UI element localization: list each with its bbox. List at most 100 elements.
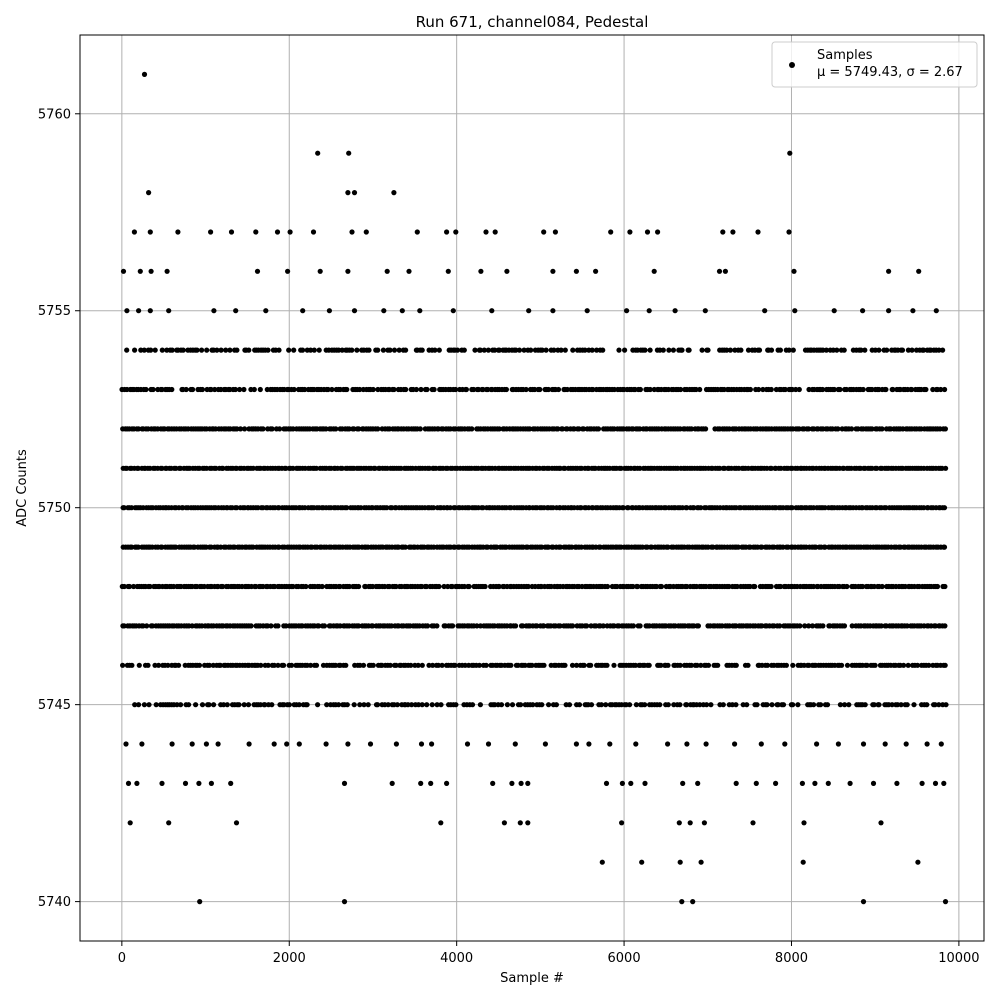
data-point — [835, 741, 842, 747]
data-point — [391, 347, 398, 353]
data-point — [136, 702, 142, 708]
data-point — [148, 347, 154, 353]
data-point — [518, 780, 524, 787]
legend-series-name: Samples — [817, 48, 873, 63]
data-point — [791, 268, 797, 274]
data-point — [349, 229, 355, 235]
data-point — [747, 386, 754, 393]
data-point — [608, 229, 614, 235]
data-point — [220, 583, 226, 590]
data-point — [539, 347, 545, 353]
data-point — [372, 465, 378, 471]
data-point — [370, 662, 376, 668]
data-point — [429, 702, 435, 708]
data-point — [417, 426, 423, 432]
y-axis: 5740 5745 5750 5755 5760 — [38, 107, 80, 910]
data-point — [496, 426, 502, 432]
data-point — [424, 702, 430, 708]
data-point — [704, 702, 710, 708]
data-point — [183, 386, 189, 393]
data-point — [452, 662, 458, 668]
data-point — [909, 347, 915, 353]
data-point — [584, 623, 590, 629]
data-point — [391, 386, 397, 393]
data-point — [419, 702, 425, 708]
data-point — [223, 347, 229, 353]
data-point — [275, 662, 281, 668]
data-point — [131, 229, 137, 235]
data-point — [665, 544, 671, 550]
data-point — [517, 820, 523, 826]
data-point — [841, 623, 848, 629]
data-point — [603, 702, 609, 708]
data-point — [570, 623, 576, 629]
data-point — [287, 229, 293, 235]
data-point — [496, 583, 502, 590]
data-point — [317, 268, 323, 274]
data-point — [632, 662, 639, 668]
data-point — [882, 741, 888, 747]
data-point — [630, 623, 637, 629]
data-point — [611, 662, 617, 668]
data-point — [251, 386, 257, 393]
data-point — [175, 229, 181, 235]
data-point — [586, 741, 592, 747]
data-point — [924, 702, 930, 708]
data-point — [450, 308, 456, 314]
data-point — [869, 426, 875, 432]
data-point — [756, 347, 763, 353]
data-point — [732, 741, 738, 747]
data-point — [152, 662, 158, 668]
data-point — [124, 347, 130, 353]
data-point — [300, 308, 306, 314]
data-point — [705, 347, 711, 353]
data-point — [269, 426, 275, 432]
data-point — [329, 386, 335, 393]
data-point — [212, 386, 218, 393]
data-point — [208, 386, 214, 393]
data-point — [164, 268, 170, 274]
data-point — [414, 229, 420, 235]
data-point — [722, 268, 729, 274]
data-point — [820, 386, 826, 393]
data-point — [679, 347, 685, 353]
data-point — [178, 702, 184, 708]
data-point — [137, 268, 143, 274]
data-point — [237, 426, 244, 432]
x-tick-label: 0 — [118, 951, 126, 966]
data-point — [806, 426, 812, 432]
data-point — [417, 308, 423, 314]
data-point — [221, 702, 227, 708]
data-point — [513, 623, 519, 629]
data-point — [227, 347, 233, 353]
data-point — [394, 702, 400, 708]
data-point — [844, 583, 850, 590]
data-point — [143, 386, 149, 393]
data-point — [346, 150, 352, 156]
data-point — [308, 347, 314, 353]
data-point — [166, 820, 172, 826]
data-point — [260, 426, 266, 432]
data-point — [159, 347, 165, 353]
data-point — [147, 583, 153, 590]
data-point — [341, 780, 348, 787]
data-point — [782, 386, 788, 393]
data-point — [415, 702, 422, 708]
data-point — [430, 662, 436, 668]
data-point — [717, 465, 723, 471]
data-point — [625, 505, 631, 511]
data-point — [839, 662, 845, 668]
data-point — [676, 820, 682, 826]
data-point — [286, 702, 292, 708]
data-point — [801, 820, 807, 826]
data-point — [818, 702, 824, 708]
data-point — [919, 780, 925, 787]
data-point — [384, 268, 390, 274]
data-point — [147, 308, 153, 314]
data-point — [795, 702, 801, 708]
data-point — [211, 308, 217, 314]
data-point — [570, 347, 576, 353]
data-point — [361, 702, 367, 708]
data-point — [942, 583, 948, 590]
data-point — [325, 386, 331, 393]
